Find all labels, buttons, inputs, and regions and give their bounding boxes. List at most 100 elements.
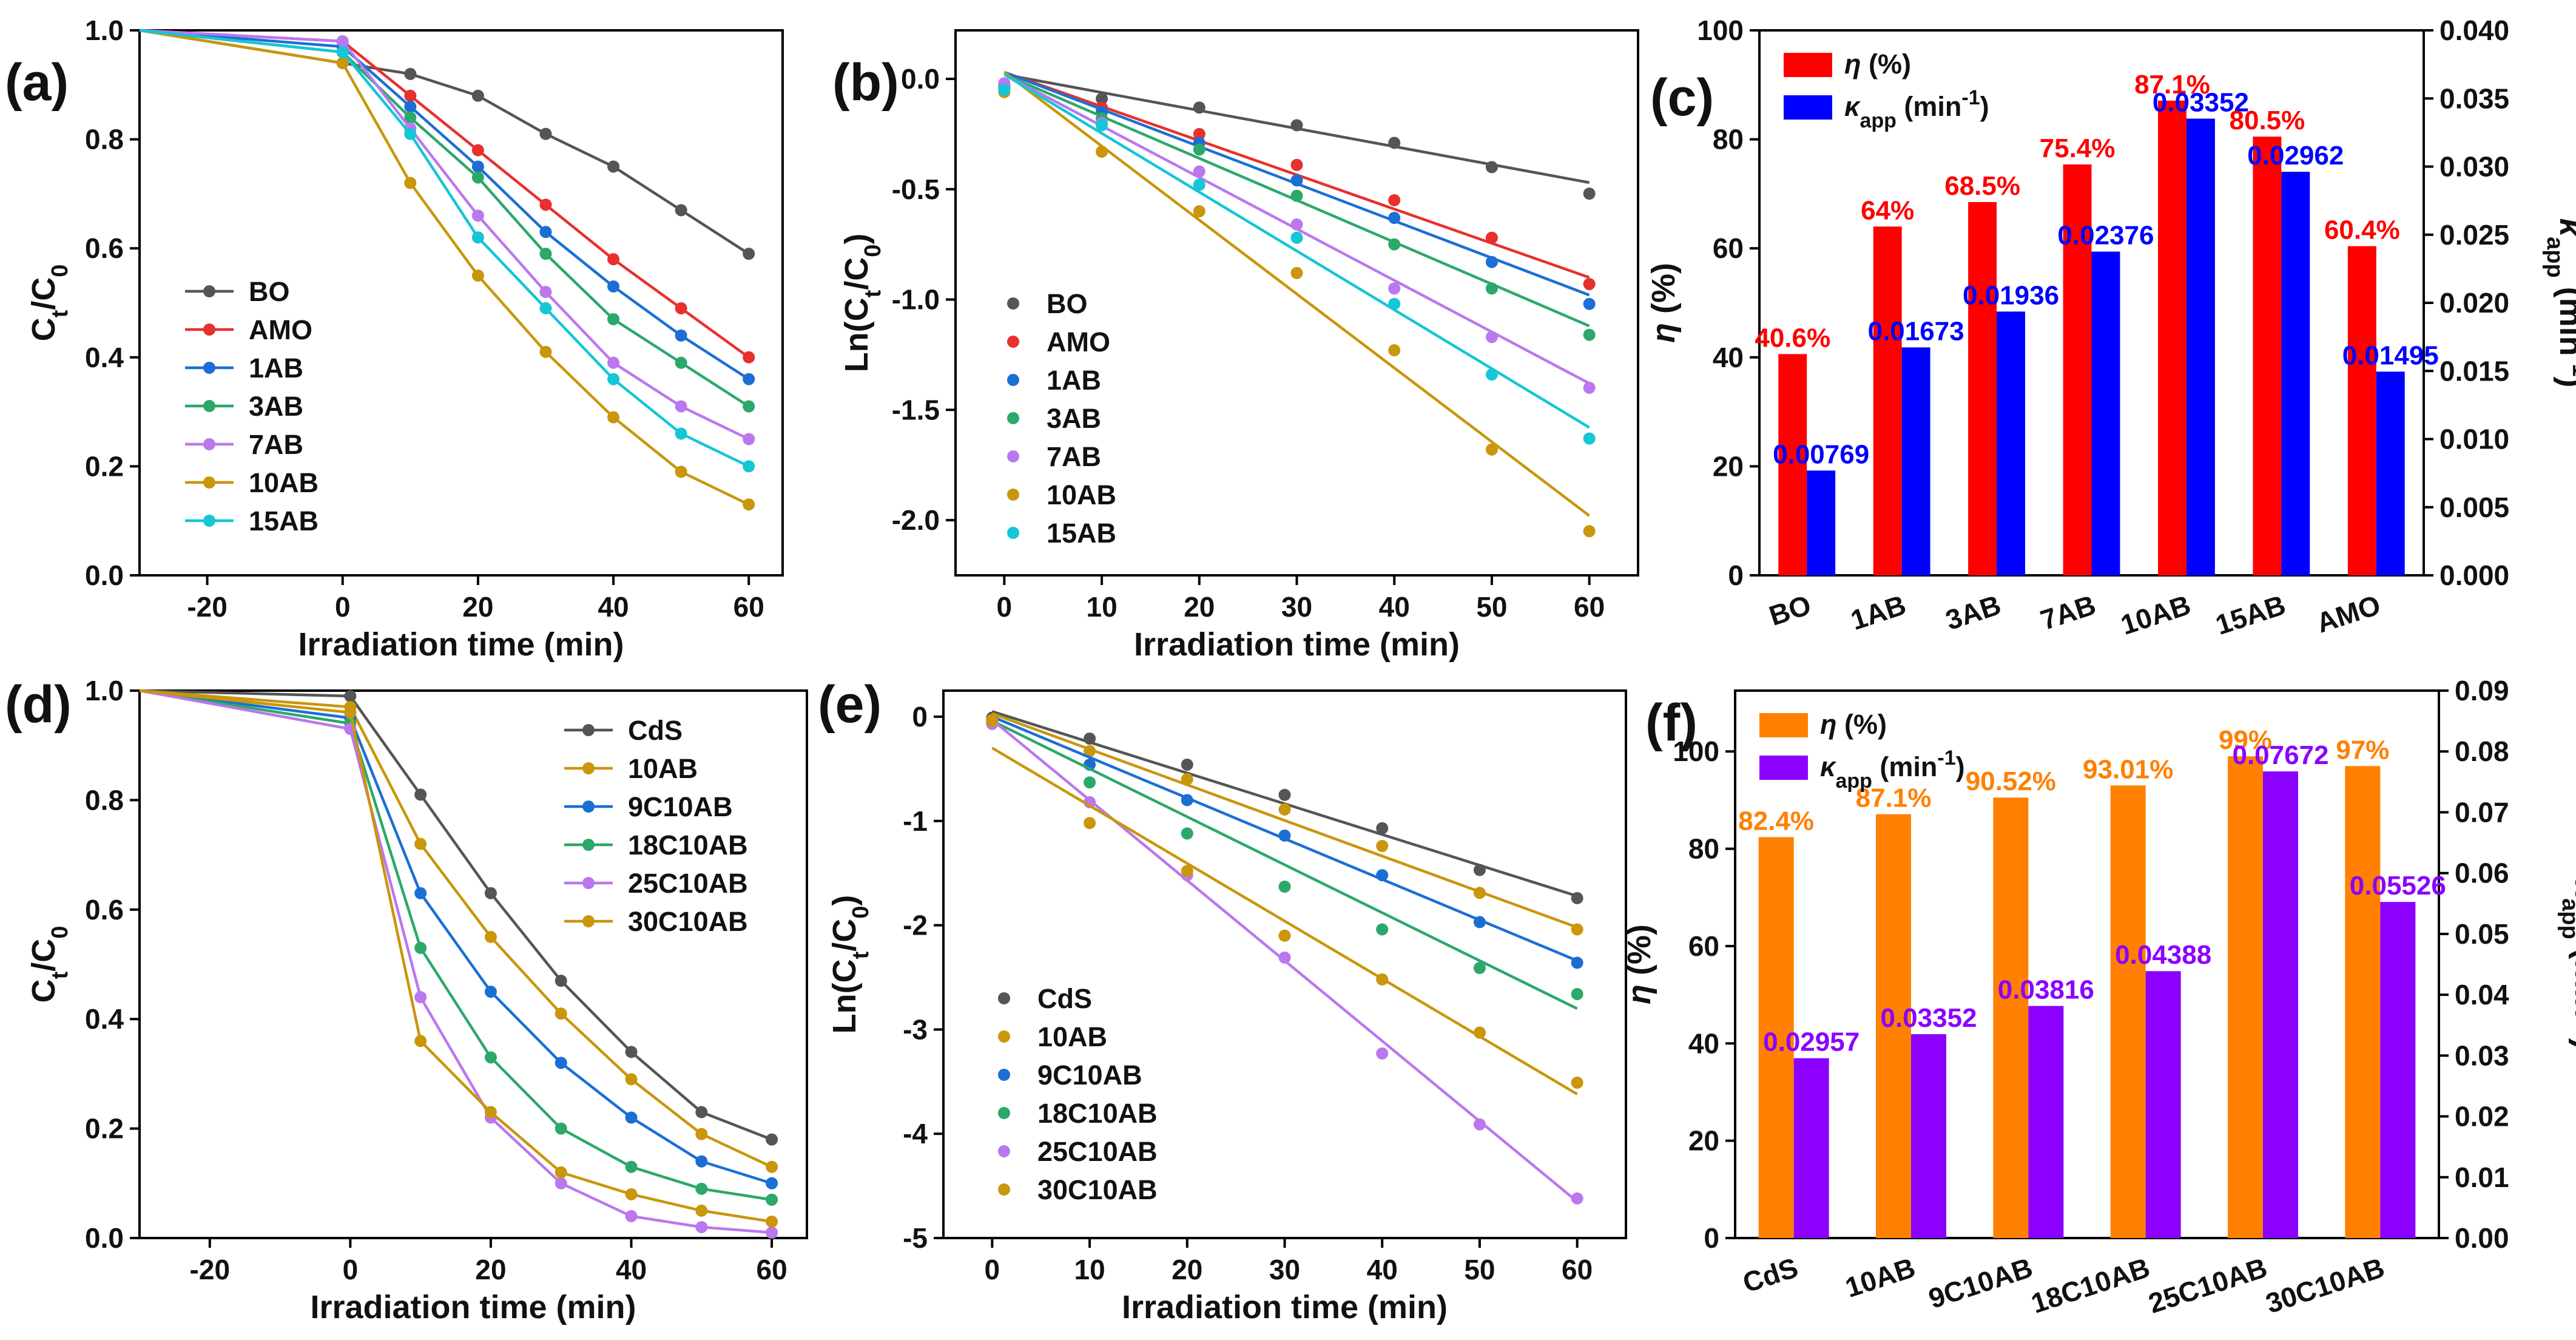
legend-marker (582, 839, 595, 851)
y2-tick-label: 0.04 (2455, 979, 2509, 1010)
y-tick-label: 0.8 (85, 784, 124, 816)
data-point (484, 1106, 497, 1118)
bar-kapp-BO (1807, 470, 1836, 575)
data-point (484, 986, 497, 998)
y2-tick-label: 0.020 (2439, 287, 2509, 319)
bar-label-kapp: 0.02957 (1763, 1027, 1860, 1057)
legend-marker (1007, 527, 1019, 539)
legend-label: CdS (628, 715, 683, 746)
series-line (139, 29, 750, 468)
data-point (471, 269, 484, 282)
x-tick-label: 9C10AB (1925, 1251, 2037, 1315)
y-axis-title: Ct/C0 (25, 926, 73, 1003)
y-tick-label: -1.5 (892, 394, 940, 425)
legend-item-eta: η (%) (1759, 709, 1887, 740)
data-point (607, 160, 620, 173)
y-axis-title: Ln(Ct/C0) (838, 234, 886, 373)
bar-kapp-10AB (2186, 118, 2215, 575)
data-point (404, 127, 417, 140)
legend-label: 10AB (249, 467, 319, 498)
x-tick-label: 60 (1574, 591, 1605, 623)
x-tick-label: 50 (1476, 591, 1507, 623)
legend-item-AMO: AMO (1007, 327, 1110, 357)
y-tick-label: 0.6 (85, 232, 124, 264)
y-tick-label: 60 (1688, 930, 1719, 962)
series-line (139, 29, 750, 441)
y2-tick-label: 0.07 (2455, 796, 2509, 828)
legend-marker (1007, 336, 1019, 348)
data-point (1290, 119, 1303, 132)
legend-label: 1AB (249, 353, 303, 384)
series-line (139, 29, 750, 506)
y-tick-label: 100 (1673, 736, 1719, 767)
bar-label-kapp: 0.01936 (1963, 280, 2059, 310)
data-point (484, 887, 497, 899)
legend-item-25C10AB: 25C10AB (998, 1136, 1158, 1167)
chart-panel-f: 0 20 40 60 80 100 0.00 0.01 0.02 0.03 0.04 0.05 0.06… (1621, 675, 2576, 1319)
data-point (1181, 827, 1193, 840)
legend-item-eta: η (%) (1784, 49, 1911, 80)
legend-label: 15AB (1047, 518, 1116, 549)
data-point (1193, 127, 1205, 140)
data-point (1388, 297, 1401, 310)
legend-item-10AB: 10AB (1007, 479, 1116, 510)
bar-kapp-25C10AB (2263, 771, 2298, 1238)
bar-eta-CdS (1758, 837, 1794, 1238)
legend-item-1AB: 1AB (185, 353, 303, 384)
data-point (1473, 864, 1486, 876)
x-tick-label: 20 (462, 591, 493, 623)
legend-item-9C10AB: 9C10AB (998, 1060, 1142, 1091)
data-point (539, 345, 552, 358)
fit-line (991, 712, 1578, 929)
data-point (675, 400, 687, 413)
legend-item-10AB: 10AB (564, 753, 698, 784)
y-tick-label: 0.0 (901, 63, 940, 95)
y-tick-label: -5 (903, 1222, 928, 1254)
data-point (1278, 929, 1291, 942)
data-point (1388, 137, 1401, 149)
y-tick-label: 80 (1713, 124, 1744, 155)
data-point (484, 930, 497, 943)
data-point (1084, 776, 1096, 789)
bar-label-eta: 68.5% (1944, 171, 2020, 201)
legend-item-30C10AB: 30C10AB (564, 906, 748, 937)
data-point (998, 84, 1011, 96)
data-point (1583, 328, 1596, 341)
bar-kapp-1AB (1901, 347, 1930, 575)
legend-label: η (%) (1844, 49, 1911, 80)
bar-eta-AMO (2347, 246, 2376, 575)
legend-label: 10AB (1037, 1021, 1107, 1052)
data-point (675, 302, 687, 314)
y-tick-label: -1.0 (892, 284, 940, 316)
data-point (484, 1051, 497, 1064)
data-point (625, 1073, 638, 1086)
panel-label: (f) (1645, 694, 1698, 752)
y-tick-label: 1.0 (85, 675, 124, 706)
data-point (1473, 1118, 1486, 1131)
data-point (1473, 887, 1486, 899)
bar-eta-BO (1778, 354, 1807, 575)
x-tick-label: 40 (598, 591, 629, 623)
data-point (1473, 916, 1486, 929)
data-point (1583, 432, 1596, 445)
legend-label: 1AB (1047, 365, 1101, 396)
legend-marker (998, 1069, 1010, 1081)
y-tick-label: -4 (903, 1118, 928, 1149)
y-tick-label: 60 (1713, 232, 1744, 264)
legend-swatch (1784, 53, 1832, 77)
data-point (607, 253, 620, 266)
data-point (471, 209, 484, 222)
data-point (1290, 174, 1303, 187)
data-point (1473, 962, 1486, 975)
series-line (139, 29, 750, 255)
bar-eta-3AB (1968, 201, 1997, 575)
legend: η (%) κapp (min-1) (1759, 709, 1965, 793)
bar-kapp-3AB (1997, 311, 2025, 575)
data-point (1583, 525, 1596, 538)
legend-label: BO (249, 276, 290, 307)
series-line (139, 689, 772, 1141)
bar-label-kapp: 0.07672 (2232, 740, 2328, 770)
data-point (1571, 1192, 1583, 1205)
bar-label-kapp: 0.05526 (2350, 871, 2446, 901)
legend-item-15AB: 15AB (1007, 518, 1116, 549)
